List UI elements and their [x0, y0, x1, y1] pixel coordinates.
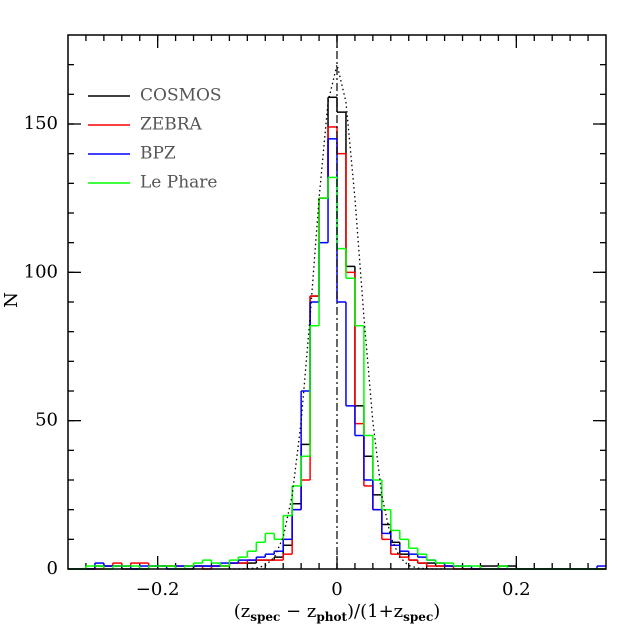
y-tick-label: 50	[35, 410, 58, 431]
x-label-part: )	[433, 601, 440, 622]
x-tick-label: 0	[331, 579, 342, 600]
legend-label: BPZ	[140, 144, 176, 164]
x-label-part: )/(1+z	[347, 601, 403, 622]
legend-label: COSMOS	[140, 86, 222, 106]
y-tick-label: 100	[24, 261, 58, 282]
x-label-subscript: phot	[316, 610, 347, 624]
x-label-subscript: spec	[403, 610, 433, 624]
plot-frame	[67, 34, 607, 570]
y-tick-label: 150	[24, 113, 58, 134]
legend-label: ZEBRA	[140, 115, 203, 135]
x-axis-label: (zspec − zphot)/(1+zspec)	[234, 601, 441, 624]
y-axis-label: N	[1, 292, 22, 308]
gaussian-curve	[229, 64, 445, 570]
y-tick-label: 0	[47, 558, 58, 579]
x-tick-label: −0.2	[136, 579, 180, 600]
x-label-part: − z	[280, 601, 316, 622]
x-tick-label: 0.2	[502, 579, 531, 600]
x-label-part: (z	[234, 601, 251, 622]
legend-label: Le Phare	[140, 173, 217, 193]
x-label-subscript: spec	[250, 610, 280, 624]
